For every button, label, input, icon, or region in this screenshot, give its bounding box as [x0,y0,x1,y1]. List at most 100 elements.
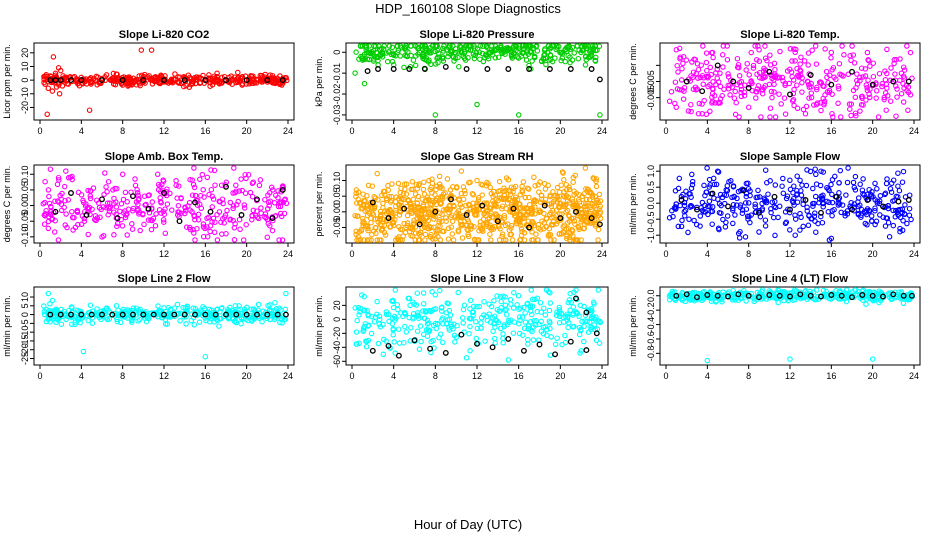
y-tick-label: -60 [332,355,342,368]
data-point-black [99,196,105,203]
data-point [241,205,248,211]
data-point [695,75,701,81]
data-point [425,320,432,326]
data-point [829,110,835,117]
data-point [270,217,276,224]
data-point [247,189,254,196]
data-point [732,111,739,118]
data-point [830,64,837,71]
data-point [884,70,890,77]
data-point [720,64,726,70]
y-tick-label: -0.8 [646,346,656,362]
data-point [595,226,602,233]
data-point [559,51,566,57]
data-point [400,313,406,320]
data-point-outlier [119,171,126,178]
data-point [735,230,742,237]
data-point [118,80,125,86]
data-point [591,301,597,307]
data-point-outlier [49,297,56,304]
data-point-outlier [223,230,229,237]
data-point-black [233,311,240,318]
data-point [551,237,557,243]
data-point [488,237,494,243]
data-point [444,176,451,182]
data-point [248,306,255,313]
data-point [102,77,108,84]
data-point [870,73,877,80]
data-point-outlier [78,74,85,81]
data-point [352,305,358,311]
y-axis-label: degrees C per min. [628,43,638,120]
data-point [838,72,845,78]
x-tick-label: 24 [283,126,293,136]
y-tick-label: 0.10 [20,165,30,183]
data-point [753,95,759,101]
data-point-black [588,215,595,222]
data-point-black [390,66,397,72]
data-point [524,205,530,212]
data-point-black [161,77,167,84]
data-point [538,192,545,199]
data-point [397,53,404,59]
y-tick-label: 0 [20,78,30,83]
data-point [762,223,769,229]
data-point [561,177,567,183]
data-point [371,43,377,49]
data-point [758,114,764,120]
data-point [460,306,467,313]
data-point [255,215,262,222]
data-point [250,179,257,185]
x-tick-label: 4 [391,371,396,381]
data-point-outlier [432,292,439,298]
data-point [825,209,832,215]
data-point [736,114,742,120]
data-point [211,79,218,85]
data-point [520,332,526,338]
data-point-outlier [547,290,553,296]
data-point [567,290,573,297]
data-point [146,192,152,198]
data-point [191,230,197,236]
data-point [182,204,188,211]
data-point-black [588,66,595,72]
data-point [811,213,818,220]
data-point-black [709,190,716,197]
data-point [514,54,521,60]
data-point [862,66,869,72]
data-point [415,313,422,319]
x-tick-label: 20 [868,249,878,259]
data-point [364,237,371,243]
data-point [576,224,582,231]
data-point-outlier [63,168,69,174]
data-point-black [395,352,402,359]
data-point [817,182,824,189]
data-point [489,314,496,321]
x-tick-label: 16 [514,126,524,136]
data-point [678,77,685,83]
data-point [762,167,769,173]
data-point [217,199,223,205]
data-point [735,61,742,68]
data-point [897,56,903,62]
data-point [232,190,238,196]
data-point [478,315,485,321]
data-point [143,318,150,325]
data-point [136,316,143,323]
data-point [428,338,434,345]
data-point [372,224,379,231]
data-point [695,110,702,117]
data-point [445,225,452,232]
data-point-outlier [673,104,680,111]
data-point [141,193,148,199]
data-point [375,340,382,347]
data-point [460,184,467,190]
data-point [512,198,518,204]
data-point [719,194,726,201]
data-point [169,207,175,213]
data-point [805,50,812,56]
data-point [743,180,750,187]
data-point [465,231,471,238]
data-point [128,79,134,86]
data-point [470,303,477,310]
